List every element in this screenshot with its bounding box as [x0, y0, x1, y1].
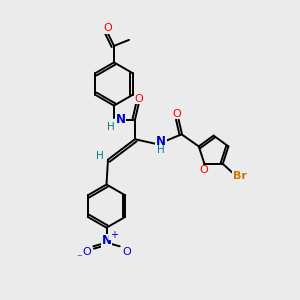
- Text: +: +: [110, 230, 118, 240]
- Text: N: N: [156, 135, 166, 148]
- Text: N: N: [116, 113, 126, 126]
- Text: ⁻: ⁻: [76, 253, 82, 263]
- Text: Br: Br: [233, 171, 247, 182]
- Text: H: H: [106, 122, 114, 133]
- Text: O: O: [122, 247, 131, 257]
- Text: O: O: [172, 109, 182, 119]
- Text: O: O: [82, 247, 91, 257]
- Text: N: N: [101, 234, 112, 248]
- Text: O: O: [135, 94, 144, 104]
- Text: H: H: [157, 145, 165, 155]
- Text: O: O: [200, 165, 208, 176]
- Text: H: H: [96, 151, 104, 161]
- Text: O: O: [103, 23, 112, 33]
